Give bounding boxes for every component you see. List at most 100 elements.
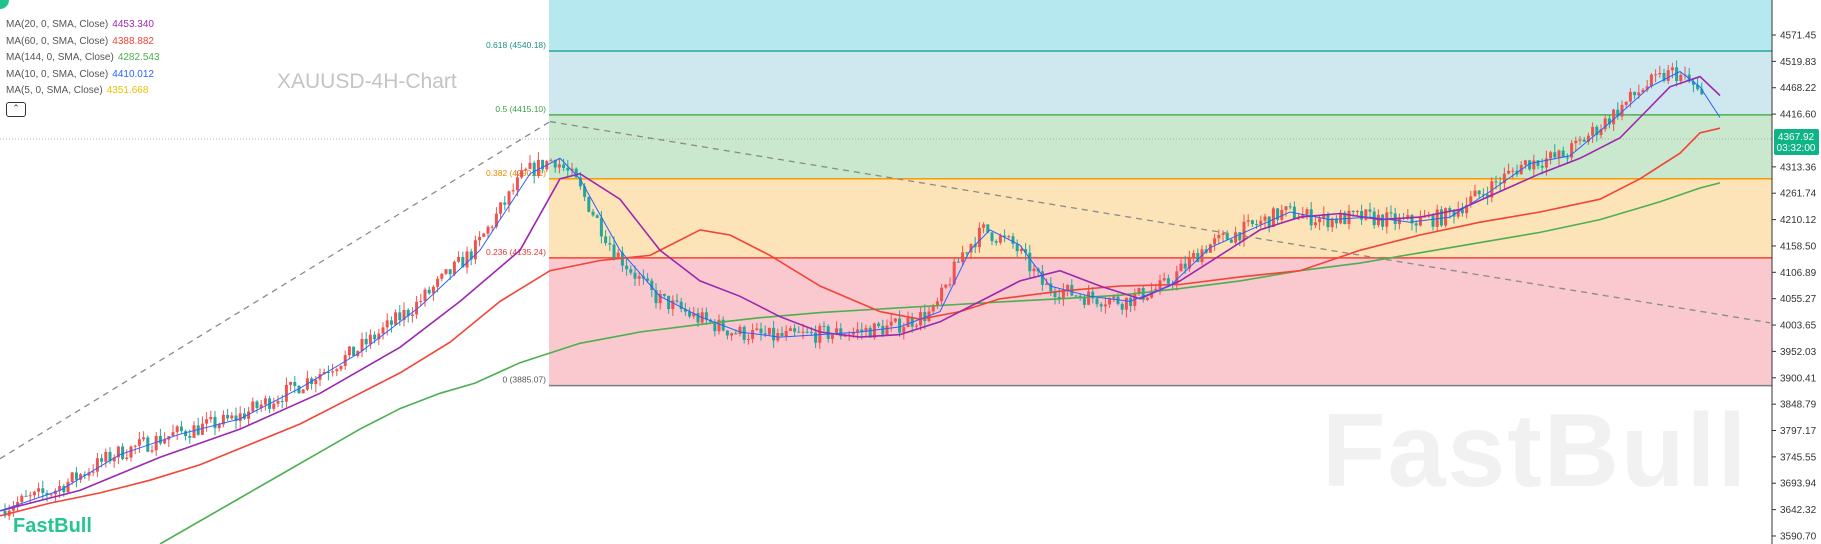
candle [893,317,897,324]
candle-body [419,301,423,303]
candle-body [1057,296,1061,299]
candle-body [347,346,351,356]
candle-body [923,312,927,322]
candle-body [1696,84,1700,90]
candle-body [961,252,965,263]
candle-body [116,446,120,458]
candle [1620,100,1624,121]
candle-body [1452,210,1456,217]
candle [1145,297,1149,302]
candle-body [1007,236,1011,238]
candle [578,172,582,190]
candle [759,322,763,341]
candle-body [1649,74,1653,87]
candle-body [1410,215,1414,224]
candle [1250,219,1254,227]
candle [1015,239,1019,259]
candle-body [242,413,246,419]
candle [389,316,393,333]
candle-body [679,301,683,310]
candle [171,424,175,437]
candle [108,447,112,465]
candle-body [410,314,414,317]
candle [1053,286,1057,305]
candle [1192,250,1196,262]
trendlines [0,120,1771,460]
candle-body [1339,212,1343,224]
candle-body [1011,236,1015,244]
candle-body [1435,209,1439,227]
candle [28,491,32,504]
candle-body [322,372,326,375]
candle [562,158,566,172]
candle-body [520,170,524,178]
candle-body [1091,291,1095,299]
candle-body [1112,296,1116,299]
candle [1431,213,1435,231]
candle-body [263,398,267,405]
candle-body [394,312,398,325]
candle-body [1347,210,1351,225]
legend-ma60: MA(60, 0, SMA, Close) 4388.882 [6,34,160,51]
candle [805,327,809,334]
candle [675,293,679,304]
candle [671,295,675,316]
candle-body [1255,224,1259,226]
candle-body [990,232,994,242]
candle-body [646,278,650,281]
candle [1582,137,1586,142]
candle-body [1670,67,1674,71]
candle [1549,150,1553,165]
candle-body [230,415,234,419]
candle-body [667,295,671,310]
candle [507,190,511,213]
candlesticks [3,60,1704,521]
candle [566,160,570,177]
candle [1616,102,1620,120]
candle [692,306,696,319]
candle-body [801,331,805,333]
fib-zone [549,50,1772,115]
candle-body [914,325,918,327]
candle-body [1166,278,1170,284]
candle-body [822,325,826,327]
candle [696,308,700,327]
candle-body [524,168,528,171]
candle [1187,250,1191,272]
candle-body [553,160,557,168]
candle-body [53,490,57,495]
candle [1263,213,1267,228]
candle [259,399,263,413]
candle-body [158,436,162,444]
candle [11,501,15,517]
axis-tick-label: 4261.74 [1780,189,1817,200]
candle [1095,297,1099,308]
legend-collapse-button[interactable]: ⌃ [6,102,26,117]
candle-body [625,265,629,270]
candle [944,283,948,290]
candle-body [1196,253,1200,263]
candle-body [1528,160,1532,170]
candle [1439,206,1443,228]
candle [121,443,125,461]
candle [948,277,952,288]
candle-body [683,309,687,312]
candle-body [1284,206,1288,210]
candle-body [1691,81,1695,85]
candle [272,397,276,412]
candle-body [163,439,167,444]
candle [515,170,519,197]
candle [990,231,994,246]
candle [725,330,729,340]
candle-body [3,510,7,516]
candle-body [948,284,952,286]
candle [1213,233,1217,251]
candle [154,432,158,456]
candle-body [1019,249,1023,252]
candle [461,251,465,268]
candle-body [1574,140,1578,144]
candle-body [532,162,536,176]
candle [1481,188,1485,199]
candle-body [389,320,393,325]
candle-body [368,334,372,345]
